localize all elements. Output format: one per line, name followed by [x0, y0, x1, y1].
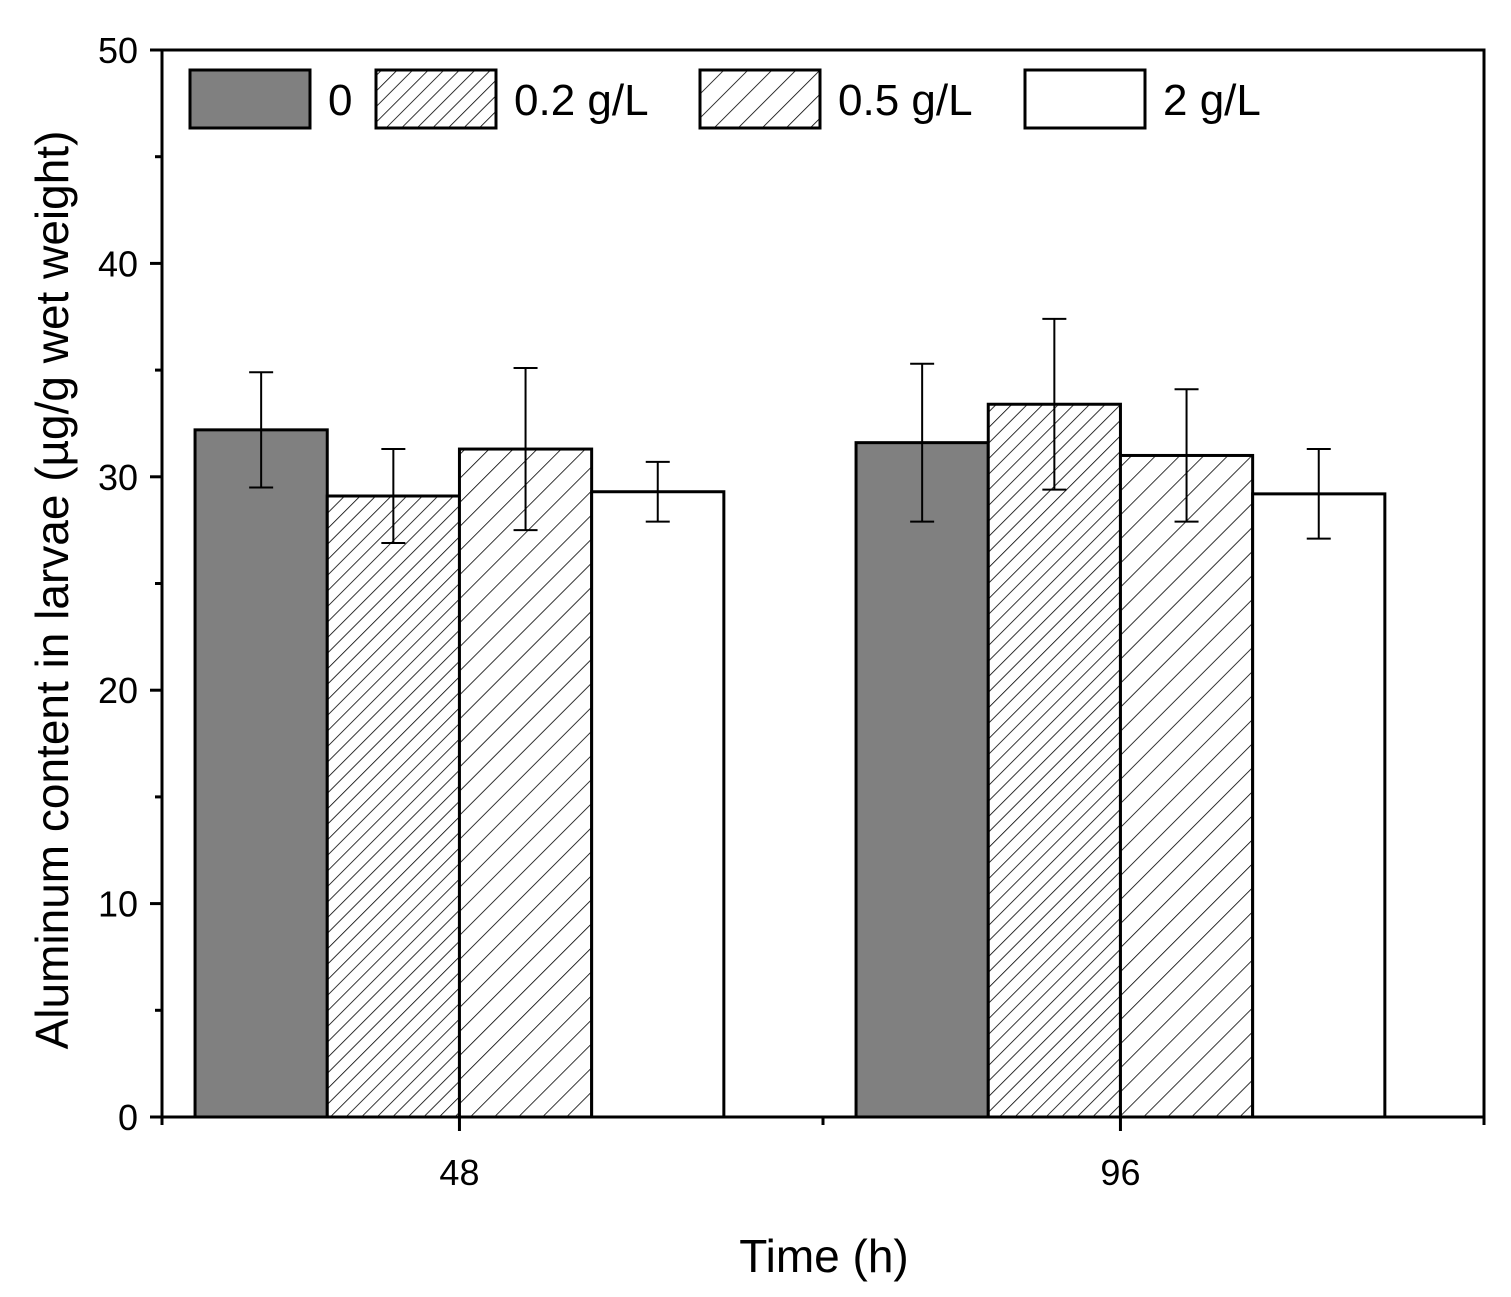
legend-label-3: 2 g/L [1163, 76, 1261, 125]
y-tick-label-50: 50 [98, 30, 138, 71]
legend-label-0: 0 [328, 76, 352, 125]
legend-swatch-0 [188, 68, 312, 130]
y-tick-label-20: 20 [98, 670, 138, 711]
legend-swatch-3 [1023, 68, 1147, 130]
bar-96-series-0 [854, 441, 990, 1119]
bar-96-series-3 [1251, 492, 1387, 1119]
error-bars-layer [249, 317, 1331, 544]
legend-label-1: 0.2 g/L [514, 76, 649, 125]
bar-48-series-0 [193, 428, 329, 1119]
bar-48-series-2 [457, 447, 594, 1119]
bar-96-series-2 [1118, 453, 1255, 1119]
y-tick-label-10: 10 [98, 884, 138, 925]
y-tick-label-0: 0 [118, 1097, 138, 1138]
y-tick-label-40: 40 [98, 243, 138, 284]
legend-label-2: 0.5 g/L [838, 76, 973, 125]
y-axis-title: Aluminum content in larvae (µg/g wet wei… [26, 131, 78, 1050]
legend-swatch-1 [374, 68, 498, 130]
legend-swatch-2 [698, 68, 822, 130]
bar-48-series-1 [325, 494, 461, 1119]
x-tick-label-48: 48 [439, 1152, 479, 1193]
x-tick-label-96: 96 [1100, 1152, 1140, 1193]
bar-48-series-3 [590, 490, 726, 1119]
legend: 0 0.2 g/L 0.5 g/L 2 g/L [188, 68, 1261, 130]
bar-96-series-1 [986, 402, 1122, 1119]
bars-layer [193, 402, 1387, 1119]
x-axis-title: Time (h) [739, 1230, 909, 1282]
axes-layer: 0 10 20 30 40 50 48 96 [98, 30, 1486, 1193]
y-tick-label-30: 30 [98, 457, 138, 498]
